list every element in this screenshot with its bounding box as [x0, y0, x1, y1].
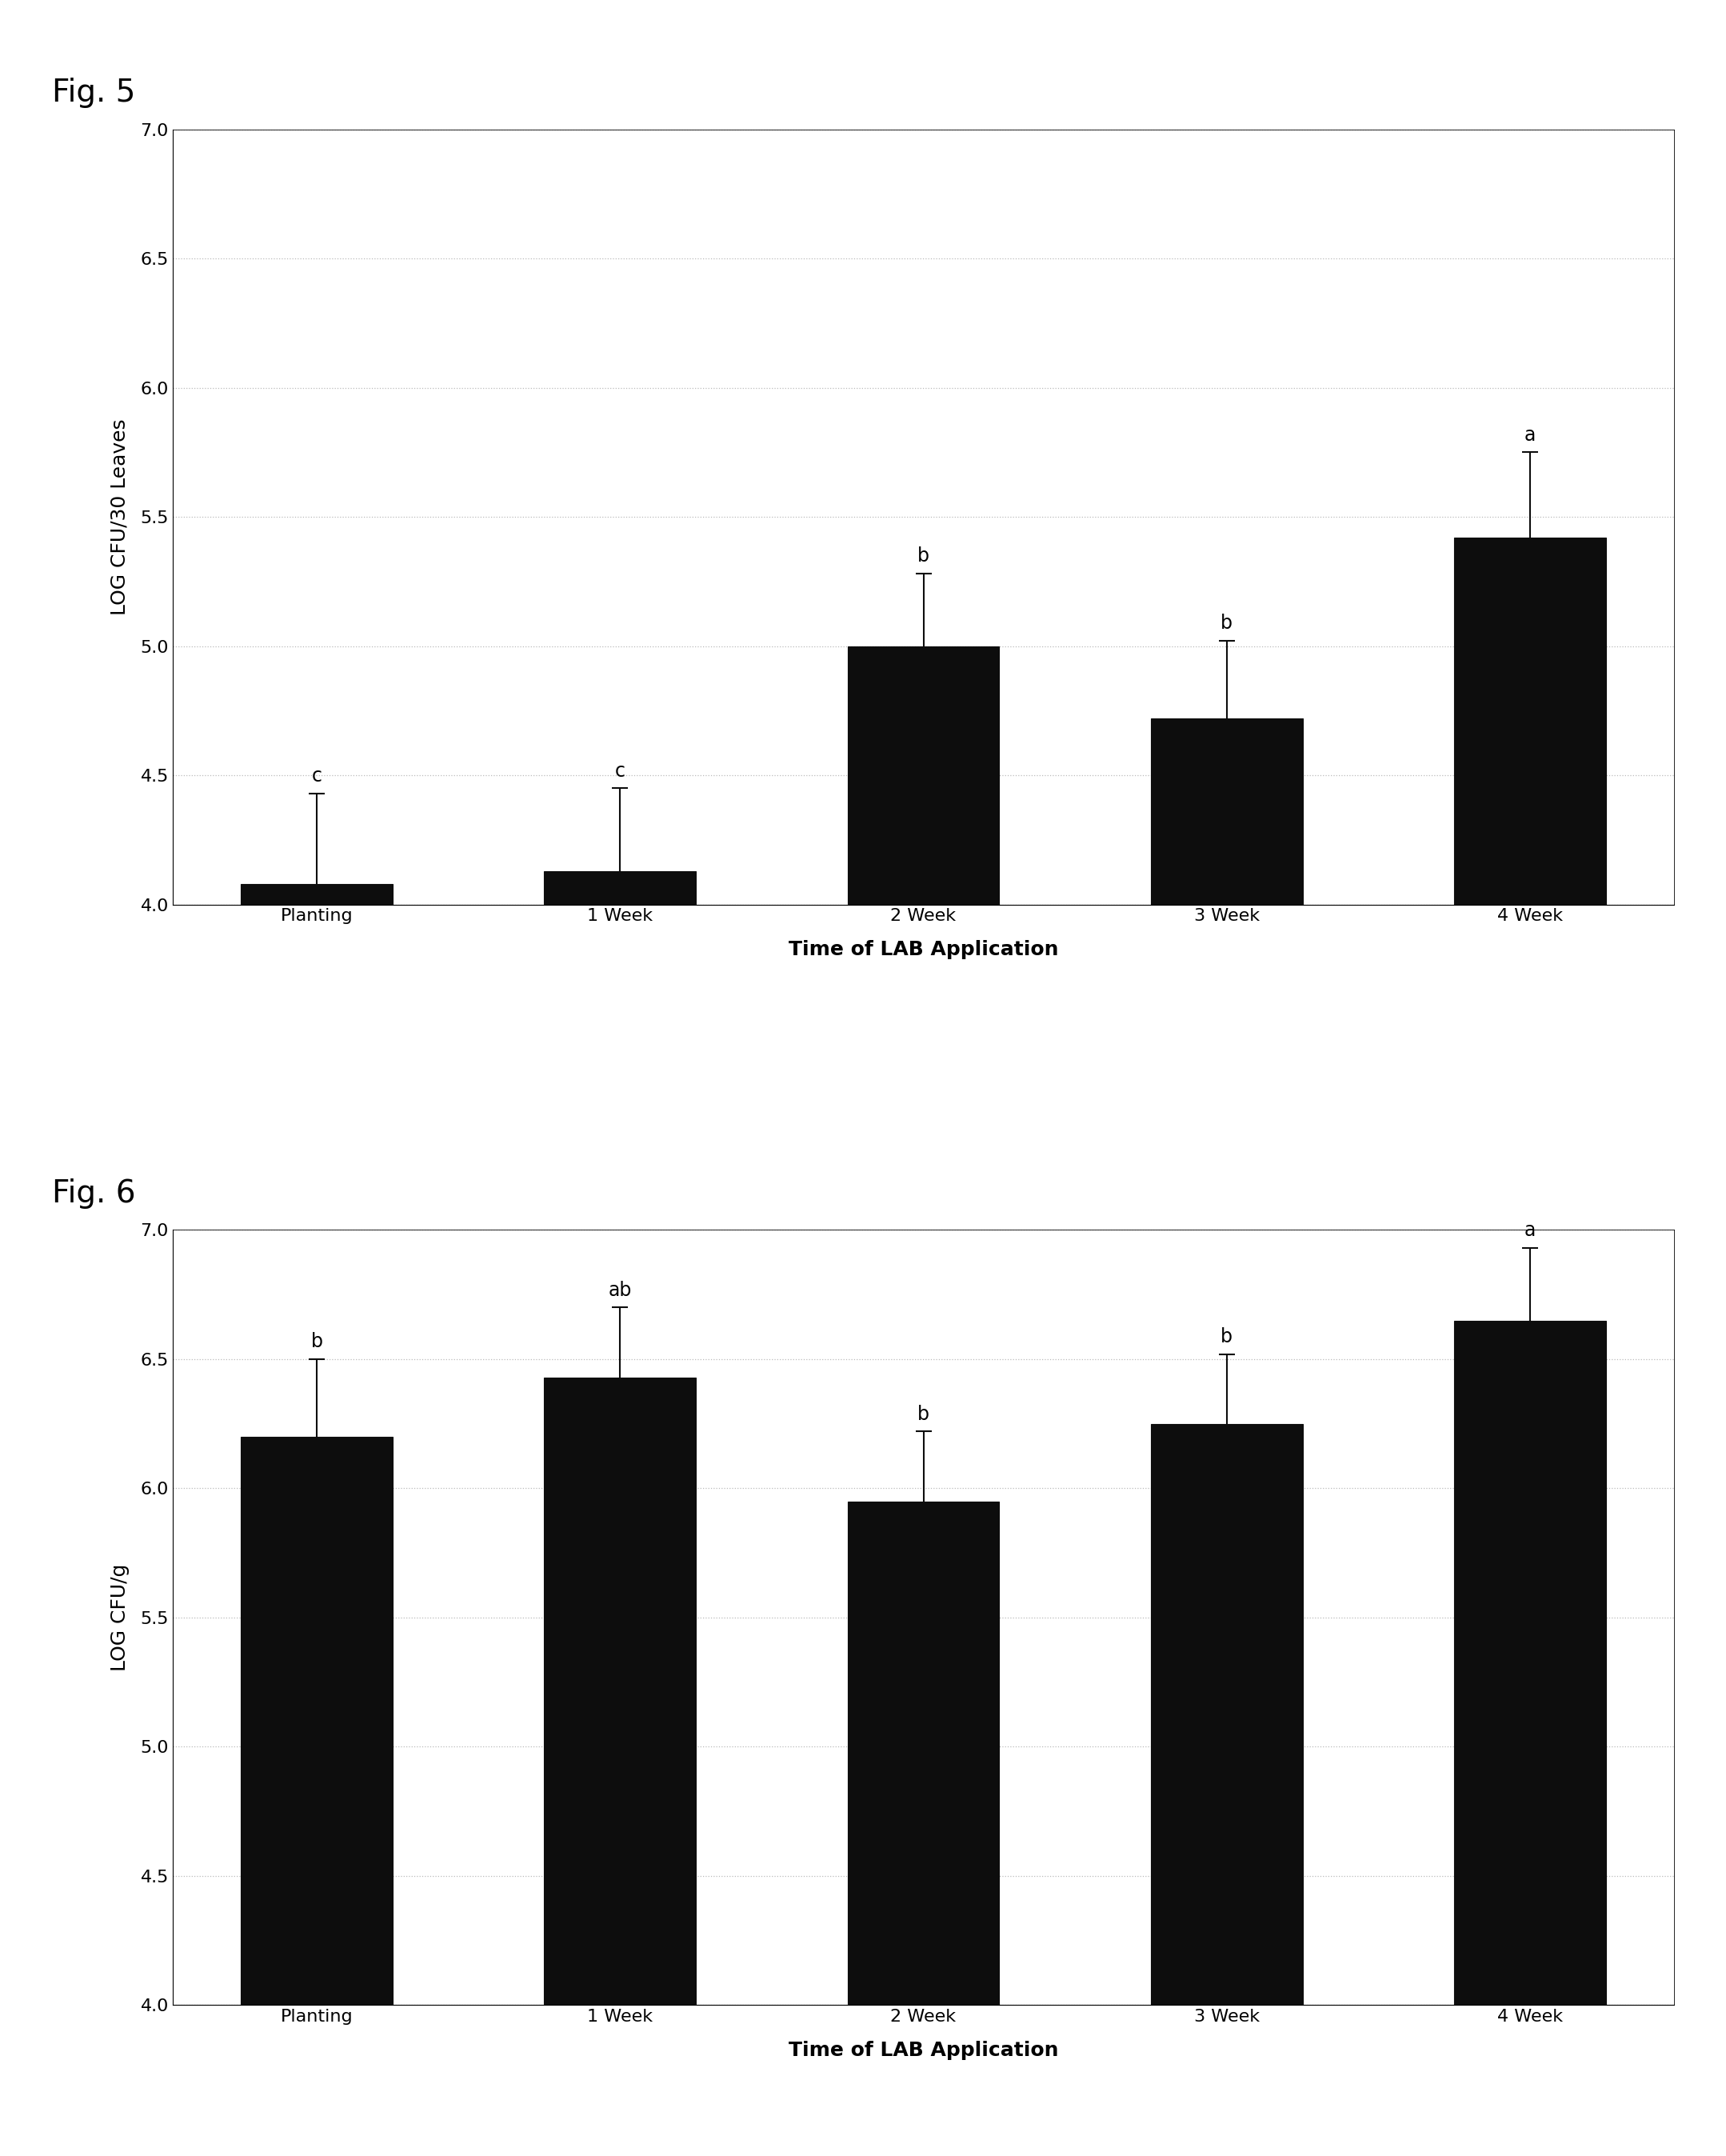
Bar [544, 1378, 696, 2005]
Bar [242, 1436, 392, 2005]
Text: b: b [1220, 614, 1232, 634]
Text: c: c [311, 765, 321, 785]
Bar [847, 647, 999, 906]
Bar [1455, 1319, 1605, 2005]
Text: a: a [1524, 1220, 1536, 1240]
Bar [242, 884, 392, 906]
X-axis label: Time of LAB Application: Time of LAB Application [789, 2040, 1058, 2059]
Text: Fig. 5: Fig. 5 [52, 78, 135, 108]
Bar [1151, 1423, 1303, 2005]
Bar [1455, 537, 1605, 906]
Text: b: b [918, 548, 929, 567]
Bar [544, 871, 696, 906]
Text: b: b [311, 1332, 323, 1352]
Bar [1151, 718, 1303, 906]
Bar [847, 1501, 999, 2005]
Text: Fig. 6: Fig. 6 [52, 1177, 135, 1207]
Text: b: b [1220, 1328, 1232, 1345]
X-axis label: Time of LAB Application: Time of LAB Application [789, 940, 1058, 959]
Text: b: b [918, 1404, 929, 1423]
Text: ab: ab [608, 1281, 632, 1300]
Y-axis label: LOG CFU/g: LOG CFU/g [110, 1563, 129, 1671]
Text: c: c [614, 761, 625, 780]
Text: a: a [1524, 425, 1536, 444]
Y-axis label: LOG CFU/30 Leaves: LOG CFU/30 Leaves [110, 418, 129, 614]
